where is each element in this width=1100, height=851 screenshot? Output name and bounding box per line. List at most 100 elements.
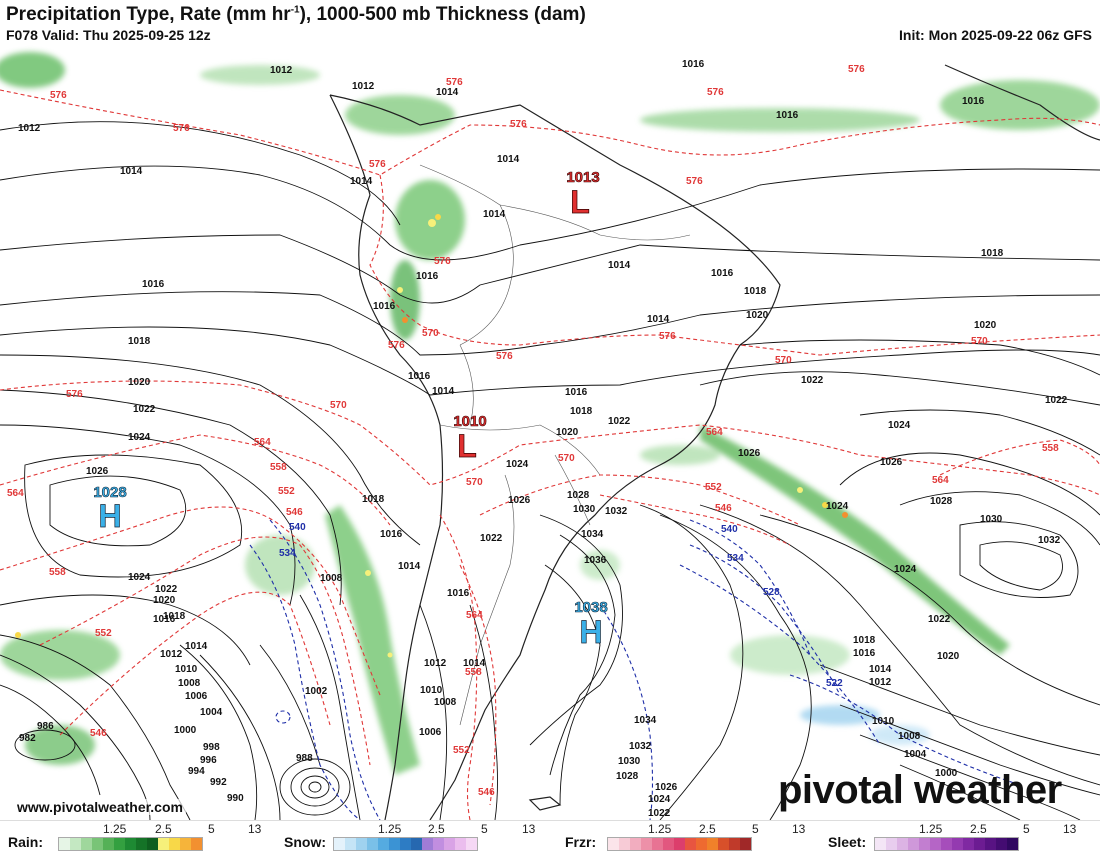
source-url[interactable]: www.pivotalweather.com bbox=[14, 799, 186, 815]
legend-tick: 1.25 bbox=[378, 822, 402, 836]
legend-swatch bbox=[147, 838, 158, 850]
svg-text:576: 576 bbox=[686, 176, 703, 187]
svg-text:1030: 1030 bbox=[618, 756, 641, 767]
low-pressure-center: 1013 L bbox=[566, 169, 600, 221]
svg-text:1002: 1002 bbox=[305, 686, 328, 697]
svg-text:1014: 1014 bbox=[185, 641, 208, 652]
svg-text:570: 570 bbox=[422, 328, 439, 339]
legend-rain-bar bbox=[58, 837, 203, 851]
weather-map[interactable]: 1012 1012 1012 1014 1014 1014 1014 1014 … bbox=[0, 45, 1100, 820]
svg-text:1016: 1016 bbox=[380, 529, 403, 540]
svg-text:1014: 1014 bbox=[432, 386, 455, 397]
svg-text:1016: 1016 bbox=[682, 59, 705, 70]
pressure-centers: 1028 H 1038 H 1013 L 1010 L bbox=[93, 169, 608, 651]
legend-swatch bbox=[411, 838, 422, 850]
svg-text:1014: 1014 bbox=[436, 87, 459, 98]
svg-text:558: 558 bbox=[49, 567, 66, 578]
legend-frzr-bar bbox=[607, 837, 752, 851]
svg-text:570: 570 bbox=[775, 355, 792, 366]
svg-text:540: 540 bbox=[289, 522, 306, 533]
legend-swatch bbox=[652, 838, 663, 850]
svg-text:1004: 1004 bbox=[200, 707, 223, 718]
legend-swatch bbox=[685, 838, 696, 850]
svg-text:998: 998 bbox=[203, 742, 220, 753]
legend-tick: 1.25 bbox=[103, 822, 127, 836]
svg-text:1028: 1028 bbox=[616, 771, 639, 782]
svg-text:552: 552 bbox=[453, 745, 470, 756]
svg-text:1032: 1032 bbox=[605, 506, 628, 517]
legend-frzr-label: Frzr: bbox=[565, 834, 597, 850]
legend-swatch bbox=[740, 838, 751, 850]
svg-text:L: L bbox=[457, 428, 477, 464]
legend-swatch bbox=[136, 838, 147, 850]
svg-text:1000: 1000 bbox=[174, 725, 197, 736]
legend-swatch bbox=[908, 838, 919, 850]
precip-snow-areas bbox=[800, 705, 930, 745]
svg-text:1000: 1000 bbox=[935, 768, 958, 779]
svg-text:1014: 1014 bbox=[398, 561, 421, 572]
svg-text:1018: 1018 bbox=[570, 406, 593, 417]
legend-sleet-bar bbox=[874, 837, 1019, 851]
map-canvas: 1012 1012 1012 1014 1014 1014 1014 1014 … bbox=[0, 52, 1100, 820]
legend-swatch bbox=[729, 838, 740, 850]
svg-text:1026: 1026 bbox=[655, 782, 678, 793]
svg-text:552: 552 bbox=[705, 482, 722, 493]
svg-text:576: 576 bbox=[510, 119, 527, 130]
svg-text:1020: 1020 bbox=[556, 427, 579, 438]
legend-swatch bbox=[996, 838, 1007, 850]
svg-text:1012: 1012 bbox=[424, 658, 447, 669]
svg-text:564: 564 bbox=[7, 488, 24, 499]
svg-text:1010: 1010 bbox=[872, 716, 895, 727]
legend-swatch bbox=[619, 838, 630, 850]
legend-tick: 13 bbox=[522, 822, 536, 836]
svg-text:994: 994 bbox=[188, 766, 205, 777]
svg-text:1014: 1014 bbox=[608, 260, 631, 271]
svg-text:1016: 1016 bbox=[711, 268, 734, 279]
svg-text:1008: 1008 bbox=[898, 731, 921, 742]
svg-text:1006: 1006 bbox=[419, 727, 442, 738]
svg-text:576: 576 bbox=[388, 340, 405, 351]
svg-text:H: H bbox=[579, 614, 602, 650]
legend-swatch bbox=[886, 838, 897, 850]
legend-swatch bbox=[663, 838, 674, 850]
legend-swatch bbox=[103, 838, 114, 850]
isobar-label: 1012 bbox=[270, 65, 293, 76]
svg-text:1038: 1038 bbox=[574, 599, 607, 616]
legend-swatch bbox=[400, 838, 411, 850]
svg-text:1012: 1012 bbox=[160, 649, 183, 660]
svg-text:558: 558 bbox=[1042, 443, 1059, 454]
svg-text:564: 564 bbox=[254, 437, 271, 448]
svg-text:992: 992 bbox=[210, 777, 227, 788]
svg-text:576: 576 bbox=[446, 77, 463, 88]
svg-text:1034: 1034 bbox=[634, 715, 657, 726]
legend-swatch bbox=[81, 838, 92, 850]
legend-swatch bbox=[641, 838, 652, 850]
svg-text:1022: 1022 bbox=[480, 533, 503, 544]
svg-text:570: 570 bbox=[466, 477, 483, 488]
svg-text:1030: 1030 bbox=[980, 514, 1003, 525]
high-pressure-center: 1038 H bbox=[574, 599, 608, 651]
legend-tick: 5 bbox=[752, 822, 759, 836]
legend-swatch bbox=[630, 838, 641, 850]
legend-swatch bbox=[422, 838, 433, 850]
svg-text:1016: 1016 bbox=[142, 279, 165, 290]
svg-text:1034: 1034 bbox=[581, 529, 604, 540]
legend-swatch bbox=[674, 838, 685, 850]
svg-text:1028: 1028 bbox=[930, 496, 953, 507]
svg-text:1018: 1018 bbox=[163, 611, 186, 622]
thickness-labels: 576 576 576 576 576 576 576 576 576 576 … bbox=[7, 64, 1059, 798]
svg-text:1006: 1006 bbox=[185, 691, 208, 702]
legend-swatch bbox=[919, 838, 930, 850]
svg-text:1032: 1032 bbox=[629, 741, 652, 752]
svg-text:1012: 1012 bbox=[352, 81, 375, 92]
svg-text:576: 576 bbox=[707, 87, 724, 98]
legend-tick: 2.5 bbox=[970, 822, 987, 836]
svg-text:1010: 1010 bbox=[175, 664, 198, 675]
svg-text:L: L bbox=[570, 184, 590, 220]
svg-text:986: 986 bbox=[37, 721, 54, 732]
legend-swatch bbox=[356, 838, 367, 850]
svg-text:552: 552 bbox=[278, 486, 295, 497]
legend-swatch bbox=[367, 838, 378, 850]
legend-swatch bbox=[941, 838, 952, 850]
svg-text:546: 546 bbox=[715, 503, 732, 514]
